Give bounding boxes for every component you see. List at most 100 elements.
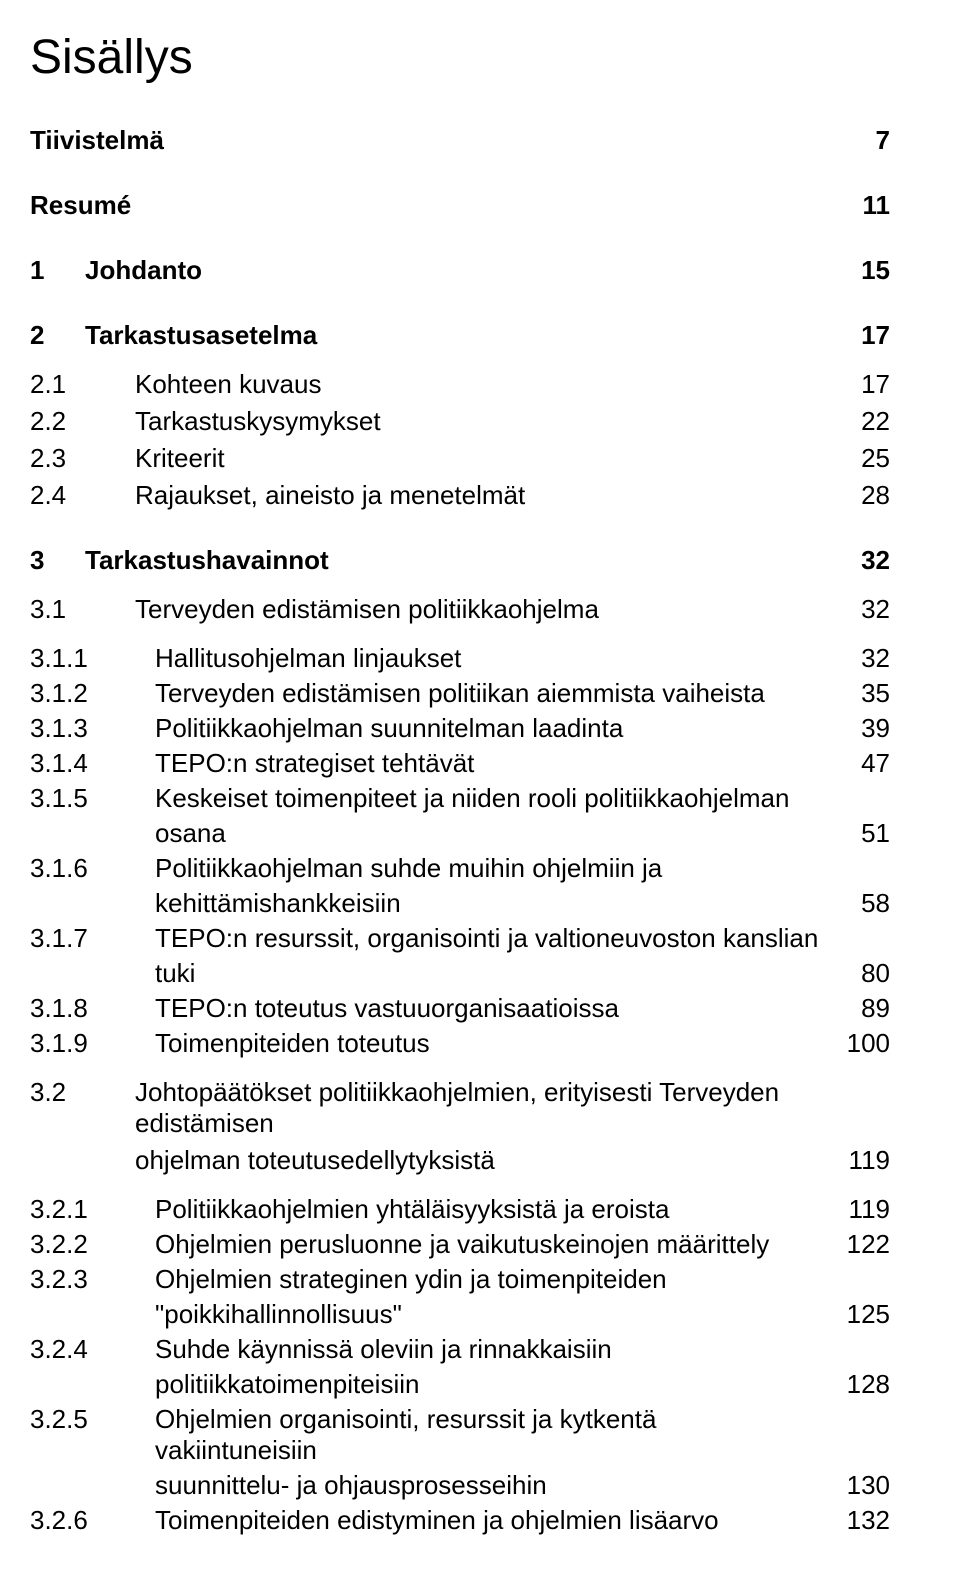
toc-label: Tarkastushavainnot bbox=[85, 545, 840, 576]
toc-entry-3-1-6: 3.1.6 Politiikkaohjelman suhde muihin oh… bbox=[30, 853, 890, 884]
toc-number: 3.2.6 bbox=[30, 1505, 155, 1536]
toc-entry-resume: Resumé 11 bbox=[30, 190, 890, 221]
toc-entry-3-1-6-cont: kehittämishankkeisiin 58 bbox=[30, 888, 890, 919]
toc-page: 58 bbox=[840, 888, 890, 919]
toc-page: 80 bbox=[840, 958, 890, 989]
toc-page: 7 bbox=[840, 125, 890, 156]
toc-label: Tiivistelmä bbox=[30, 125, 840, 156]
toc-label: TEPO:n strategiset tehtävät bbox=[155, 748, 840, 779]
toc-page: 39 bbox=[840, 713, 890, 744]
toc-label: Toimenpiteiden toteutus bbox=[155, 1028, 840, 1059]
toc-label: Resumé bbox=[30, 190, 840, 221]
toc-label: Keskeiset toimenpiteet ja niiden rooli p… bbox=[155, 783, 840, 814]
toc-number: 3.1.8 bbox=[30, 993, 155, 1024]
toc-entry-2-3: 2.3 Kriteerit 25 bbox=[30, 443, 890, 474]
toc-label: kehittämishankkeisiin bbox=[155, 888, 840, 919]
toc-page: 122 bbox=[840, 1229, 890, 1260]
toc-entry-3-2-4-cont: politiikkatoimenpiteisiin 128 bbox=[30, 1369, 890, 1400]
spacer bbox=[30, 1182, 890, 1190]
toc-entry-3-1-4: 3.1.4 TEPO:n strategiset tehtävät 47 bbox=[30, 748, 890, 779]
toc-number: 3.2.2 bbox=[30, 1229, 155, 1260]
toc-label: Politiikkaohjelmien yhtäläisyyksistä ja … bbox=[155, 1194, 840, 1225]
toc-label: osana bbox=[155, 818, 840, 849]
toc-entry-3-1-3: 3.1.3 Politiikkaohjelman suunnitelman la… bbox=[30, 713, 890, 744]
toc-number: 2.1 bbox=[30, 369, 135, 400]
toc-page: 35 bbox=[840, 678, 890, 709]
toc-label: politiikkatoimenpiteisiin bbox=[155, 1369, 840, 1400]
toc-entry-3-1-1: 3.1.1 Hallitusohjelman linjaukset 32 bbox=[30, 643, 890, 674]
toc-number: 3.2 bbox=[30, 1077, 135, 1108]
toc-entry-3-2-3: 3.2.3 Ohjelmien strateginen ydin ja toim… bbox=[30, 1264, 890, 1295]
toc-number: 2.3 bbox=[30, 443, 135, 474]
toc-label: Rajaukset, aineisto ja menetelmät bbox=[135, 480, 840, 511]
spacer bbox=[30, 631, 890, 639]
toc-label: Tarkastuskysymykset bbox=[135, 406, 840, 437]
toc-page: 17 bbox=[840, 320, 890, 351]
toc-entry-3-2-5-cont: suunnittelu- ja ohjausprosesseihin 130 bbox=[30, 1470, 890, 1501]
toc-page: 11 bbox=[840, 190, 890, 221]
toc-page: 15 bbox=[840, 255, 890, 286]
toc-number: 2 bbox=[30, 320, 85, 351]
toc-entry-3-2-1: 3.2.1 Politiikkaohjelmien yhtäläisyyksis… bbox=[30, 1194, 890, 1225]
toc-page: 22 bbox=[840, 406, 890, 437]
toc-label: Suhde käynnissä oleviin ja rinnakkaisiin bbox=[155, 1334, 840, 1365]
toc-number: 3.2.5 bbox=[30, 1404, 155, 1435]
toc-label: tuki bbox=[155, 958, 840, 989]
toc-label: Johdanto bbox=[85, 255, 840, 286]
toc-label: Ohjelmien organisointi, resurssit ja kyt… bbox=[155, 1404, 840, 1466]
toc-entry-3-1-9: 3.1.9 Toimenpiteiden toteutus 100 bbox=[30, 1028, 890, 1059]
toc-number: 3 bbox=[30, 545, 85, 576]
toc-page: 47 bbox=[840, 748, 890, 779]
toc-label: ohjelman toteutusedellytyksistä bbox=[135, 1145, 840, 1176]
toc-entry-1: 1 Johdanto 15 bbox=[30, 255, 890, 286]
toc-number: 3.1.7 bbox=[30, 923, 155, 954]
toc-label: Terveyden edistämisen politiikan aiemmis… bbox=[155, 678, 840, 709]
toc-number: 3.1.6 bbox=[30, 853, 155, 884]
toc-label: Hallitusohjelman linjaukset bbox=[155, 643, 840, 674]
toc-label: Kriteerit bbox=[135, 443, 840, 474]
toc-entry-3-1-7-cont: tuki 80 bbox=[30, 958, 890, 989]
toc-number: 2.2 bbox=[30, 406, 135, 437]
page: Sisällys Tiivistelmä 7 Resumé 11 1 Johda… bbox=[0, 0, 960, 1585]
toc-entry-2-1: 2.1 Kohteen kuvaus 17 bbox=[30, 369, 890, 400]
toc-entry-3-2-5: 3.2.5 Ohjelmien organisointi, resurssit … bbox=[30, 1404, 890, 1466]
toc-label: Terveyden edistämisen politiikkaohjelma bbox=[135, 594, 840, 625]
toc-label: TEPO:n resurssit, organisointi ja valtio… bbox=[155, 923, 840, 954]
page-title: Sisällys bbox=[30, 30, 890, 85]
toc-label: Ohjelmien strateginen ydin ja toimenpite… bbox=[155, 1264, 840, 1295]
toc-page: 32 bbox=[840, 594, 890, 625]
toc-label: TEPO:n toteutus vastuuorganisaatioissa bbox=[155, 993, 840, 1024]
toc-number: 2.4 bbox=[30, 480, 135, 511]
toc-entry-tiivistelma: Tiivistelmä 7 bbox=[30, 125, 890, 156]
toc-number: 3.2.4 bbox=[30, 1334, 155, 1365]
toc-entry-3-1-2: 3.1.2 Terveyden edistämisen politiikan a… bbox=[30, 678, 890, 709]
toc-label: Politiikkaohjelman suunnitelman laadinta bbox=[155, 713, 840, 744]
toc-entry-3-1-5: 3.1.5 Keskeiset toimenpiteet ja niiden r… bbox=[30, 783, 890, 814]
toc-page: 119 bbox=[840, 1145, 890, 1176]
toc-page: 132 bbox=[840, 1505, 890, 1536]
toc-label: Toimenpiteiden edistyminen ja ohjelmien … bbox=[155, 1505, 840, 1536]
toc-entry-2-4: 2.4 Rajaukset, aineisto ja menetelmät 28 bbox=[30, 480, 890, 511]
toc-number: 3.1.2 bbox=[30, 678, 155, 709]
toc-entry-3-1-5-cont: osana 51 bbox=[30, 818, 890, 849]
toc-entry-2-2: 2.2 Tarkastuskysymykset 22 bbox=[30, 406, 890, 437]
toc-page: 32 bbox=[840, 545, 890, 576]
toc-number: 3.1.5 bbox=[30, 783, 155, 814]
toc-entry-3-2-4: 3.2.4 Suhde käynnissä oleviin ja rinnakk… bbox=[30, 1334, 890, 1365]
toc-entry-3-1-7: 3.1.7 TEPO:n resurssit, organisointi ja … bbox=[30, 923, 890, 954]
spacer bbox=[30, 580, 890, 588]
toc-entry-3-2: 3.2 Johtopäätökset politiikkaohjelmien, … bbox=[30, 1077, 890, 1139]
toc-page: 17 bbox=[840, 369, 890, 400]
toc-entry-3: 3 Tarkastushavainnot 32 bbox=[30, 545, 890, 576]
toc-page: 28 bbox=[840, 480, 890, 511]
spacer bbox=[30, 355, 890, 363]
toc-page: 128 bbox=[840, 1369, 890, 1400]
toc-label: Johtopäätökset politiikkaohjelmien, erit… bbox=[135, 1077, 840, 1139]
toc-label: Kohteen kuvaus bbox=[135, 369, 840, 400]
toc-number: 3.1.9 bbox=[30, 1028, 155, 1059]
spacer bbox=[30, 1063, 890, 1071]
toc-page: 51 bbox=[840, 818, 890, 849]
toc-page: 25 bbox=[840, 443, 890, 474]
toc-number: 3.1.3 bbox=[30, 713, 155, 744]
toc-number: 3.1.1 bbox=[30, 643, 155, 674]
